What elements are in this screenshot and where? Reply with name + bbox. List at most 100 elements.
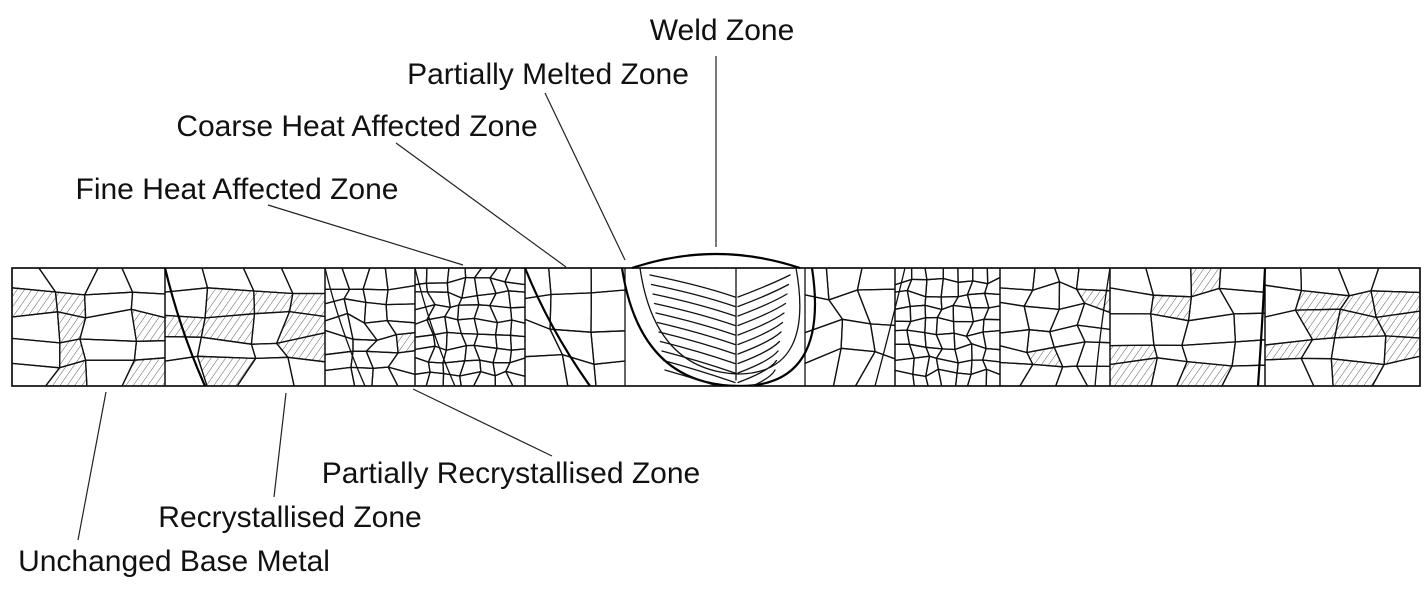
grain-boundary [966, 368, 988, 386]
hatched-grain [55, 292, 86, 318]
grain-boundary [84, 359, 136, 386]
grain-boundary [196, 355, 257, 386]
grain-boundary [804, 347, 842, 386]
grain-boundary [1375, 310, 1420, 339]
grain-boundary [524, 353, 569, 386]
hatched-grain [131, 309, 165, 342]
grain-boundary [459, 370, 482, 386]
hatched-grain [1295, 309, 1341, 340]
hatched-grain [289, 293, 325, 317]
grain-boundary [1330, 358, 1385, 386]
hatched-grain [201, 313, 255, 345]
label-fine-haz: Fine Heat Affected Zone [76, 173, 399, 206]
hatched-grain [205, 287, 255, 318]
grain-boundary [1383, 335, 1420, 366]
grain-boundary [1370, 290, 1420, 319]
leader-partially-melted-zone [544, 92, 626, 261]
grain-structure [12, 268, 1420, 386]
label-partially-melted-zone: Partially Melted Zone [407, 58, 689, 91]
hatched-grain [253, 291, 293, 314]
zone-labels: Weld Zone Partially Melted Zone Coarse H… [18, 14, 794, 578]
columnar-grain [655, 312, 736, 336]
zone-boundary [163, 268, 207, 386]
columnar-grain [737, 350, 779, 374]
grain-boundary [954, 372, 972, 386]
grain-boundary [937, 368, 958, 386]
grain-boundary [121, 357, 166, 386]
label-weld-zone: Weld Zone [650, 14, 795, 47]
hatched-grain [1376, 311, 1420, 338]
radial-grain [715, 268, 718, 269]
radial-grain [713, 268, 717, 269]
hatched-grain [165, 315, 206, 338]
zone-boundary [1256, 268, 1267, 386]
grain-boundary [1300, 357, 1334, 386]
grain-boundary [1176, 360, 1233, 386]
grain-boundary [561, 353, 597, 386]
grain-boundary [350, 366, 374, 386]
grain-boundary [12, 362, 61, 386]
hatched-grain [1026, 347, 1063, 367]
columnar-grain [737, 331, 782, 355]
hatched-grain [1150, 295, 1192, 321]
zone-boundary [523, 268, 591, 386]
columnar-grain [656, 321, 736, 346]
columnar-grain [664, 369, 720, 386]
grain-boundary [1150, 357, 1188, 386]
grain-boundary [472, 370, 496, 386]
grain-boundary [494, 370, 514, 386]
columnar-grain [737, 283, 790, 308]
hatched-grain [59, 339, 86, 368]
hatched-grain [1076, 289, 1110, 313]
hatched-grain [1384, 335, 1420, 365]
label-unchanged-base-metal: Unchanged Base Metal [18, 545, 330, 578]
grain-boundary [1109, 357, 1158, 386]
columnar-grain [737, 312, 785, 336]
grain-boundary [371, 366, 399, 386]
label-partially-recrystallised-zone: Partially Recrystallised Zone [322, 457, 700, 490]
hatched-grain [57, 311, 86, 343]
grain-boundary [442, 372, 462, 386]
grain-boundary [593, 360, 626, 386]
hatched-grain [1331, 358, 1385, 386]
partially-melted-boundary [639, 268, 801, 375]
grain-boundary [414, 371, 431, 386]
hatched-grain [1371, 290, 1420, 318]
grain-boundary [925, 368, 943, 386]
zone-boundary [414, 268, 456, 386]
grain-boundary [1371, 355, 1420, 386]
grain-boundary [1370, 268, 1420, 294]
grain-boundary [287, 356, 326, 386]
grain-boundary [1221, 364, 1266, 386]
grain-boundary [425, 371, 445, 386]
grain-boundary [236, 356, 295, 386]
leader-unchanged-base-metal [77, 391, 107, 541]
columnar-grain [737, 340, 781, 365]
label-recrystallised-zone: Recrystallised Zone [158, 501, 421, 534]
grain-boundary [387, 366, 416, 386]
columnar-grain [737, 302, 787, 327]
hatched-grain [1265, 339, 1313, 360]
hatched-grain [1110, 357, 1158, 386]
columnar-grain [750, 369, 776, 386]
grain-boundary [44, 359, 88, 386]
grain-boundary [505, 370, 526, 386]
hatched-grain [1334, 309, 1386, 338]
grain-boundary [1076, 365, 1111, 386]
columnar-grain [737, 359, 778, 384]
columnar-grain [737, 293, 788, 317]
grain-boundary [324, 366, 356, 386]
hatched-grain [396, 332, 415, 353]
hatched-grain [12, 287, 58, 317]
hatched-grain [197, 356, 256, 386]
hatched-grain [276, 332, 325, 362]
grain-boundary [999, 361, 1034, 386]
radial-grain [714, 268, 717, 269]
columnar-grain [661, 350, 736, 374]
grain-boundary [854, 350, 896, 386]
leader-recrystallised-zone [273, 392, 287, 498]
columnar-grain [652, 293, 736, 317]
columnar-grain [659, 340, 736, 365]
columnar-grain [653, 302, 736, 327]
zone-boundary [874, 268, 906, 386]
